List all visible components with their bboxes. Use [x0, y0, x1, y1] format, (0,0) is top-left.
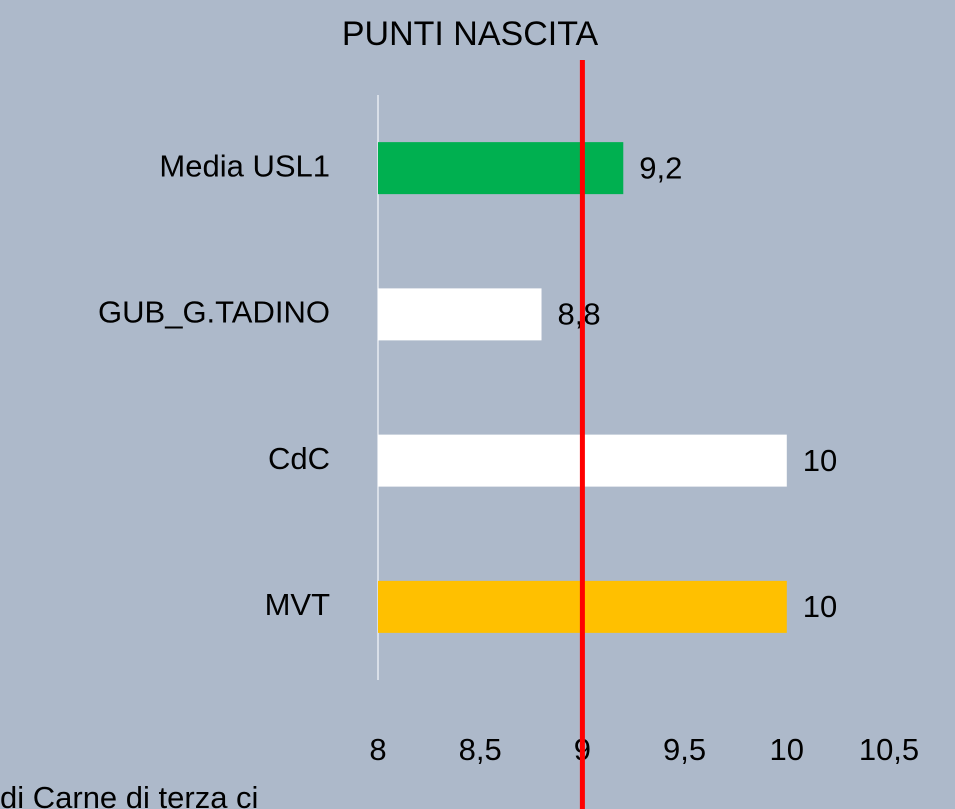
- chart-title: PUNTI NASCITA: [342, 15, 599, 53]
- bar: [378, 288, 542, 341]
- y-tick-label: MVT: [265, 587, 331, 622]
- value-label: 8,8: [558, 297, 601, 332]
- bar: [378, 142, 624, 195]
- x-tick-label: 8: [369, 732, 386, 767]
- value-label: 10: [803, 443, 837, 478]
- y-tick-label: Media USL1: [159, 148, 330, 183]
- value-label: 9,2: [639, 150, 682, 185]
- footnote: di Carne di terza ci: [0, 780, 258, 809]
- x-tick-label: 9,5: [663, 732, 706, 767]
- value-label: 10: [803, 589, 837, 624]
- x-tick-label: 10,5: [859, 732, 919, 767]
- x-tick-label: 8,5: [459, 732, 502, 767]
- y-tick-label: GUB_G.TADINO: [98, 295, 330, 330]
- y-tick-label: CdC: [268, 441, 330, 476]
- x-tick-label: 10: [770, 732, 804, 767]
